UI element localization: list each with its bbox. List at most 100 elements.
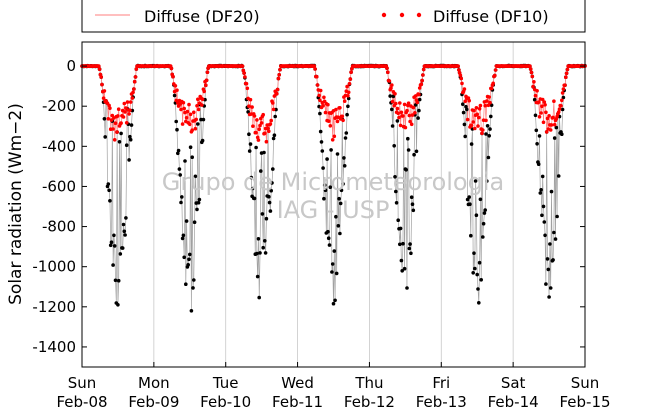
df20-line-day-3	[297, 65, 370, 140]
black-point	[252, 196, 257, 201]
black-point	[538, 191, 543, 195]
legend-swatch-df10-dot1	[381, 12, 387, 18]
df10-point	[245, 86, 250, 91]
black-point	[255, 251, 259, 256]
df10-point	[267, 129, 271, 134]
black-point	[551, 258, 555, 262]
df10-point	[463, 99, 468, 104]
black-point	[477, 301, 481, 305]
black-point	[461, 110, 466, 115]
df10-point	[462, 87, 467, 91]
black-point	[326, 229, 330, 234]
black-point	[395, 119, 400, 123]
black-point	[343, 136, 348, 140]
df10-point	[108, 106, 112, 110]
df10-point	[185, 109, 190, 114]
black-point	[486, 155, 491, 160]
black-point	[181, 233, 186, 238]
df10-point	[397, 115, 401, 120]
df10-point	[346, 94, 350, 98]
df10-point	[456, 64, 460, 68]
df10-point	[179, 107, 183, 112]
df10-point	[338, 106, 342, 110]
black-point	[190, 155, 194, 159]
x-tick-day-4: Thu	[354, 374, 383, 392]
df10-point	[399, 110, 404, 115]
df10-point	[481, 128, 485, 132]
df10-point	[411, 105, 416, 110]
black-point	[263, 239, 267, 243]
black-point	[489, 114, 493, 119]
black-point	[335, 152, 340, 156]
black-point	[468, 202, 472, 206]
black-point	[404, 168, 409, 172]
df10-point	[328, 124, 333, 128]
black-point	[474, 213, 479, 217]
df10-point	[116, 107, 121, 111]
black-point	[334, 271, 339, 276]
df10-point	[401, 114, 405, 118]
black-point	[487, 134, 492, 138]
black-point	[108, 199, 112, 203]
black-point	[537, 134, 542, 138]
black-point	[535, 142, 539, 146]
black-point	[271, 136, 276, 141]
y-tick-label-1: -200	[42, 97, 76, 115]
df10-point	[244, 81, 249, 86]
y-tick-label-3: -600	[42, 177, 76, 195]
black-point	[400, 269, 405, 273]
black-point	[273, 114, 278, 119]
legend-label-df20: Diffuse (DF20)	[144, 7, 260, 26]
black-point	[533, 113, 538, 118]
df10-point	[395, 106, 400, 111]
df10-point	[421, 67, 426, 72]
black-point	[417, 97, 422, 102]
black-point	[465, 107, 469, 112]
df20-line-day-6	[513, 65, 585, 132]
df10-point	[349, 70, 353, 74]
black-point	[469, 142, 474, 146]
black-point	[467, 195, 472, 199]
black-point	[484, 132, 488, 136]
black-point	[409, 251, 413, 256]
df10-point	[493, 73, 497, 78]
black-point	[109, 240, 114, 244]
df10-point	[469, 123, 474, 128]
df10-point	[417, 92, 421, 97]
x-tick-date-0: Feb-08	[56, 393, 107, 409]
df10-point	[560, 91, 565, 95]
black-point	[328, 185, 333, 189]
df10-point	[132, 79, 137, 84]
df10-point	[112, 138, 117, 142]
df10-point	[544, 110, 548, 115]
black-point	[263, 251, 268, 255]
black-point	[485, 124, 490, 128]
black-point	[543, 233, 547, 238]
df10-point	[474, 106, 479, 110]
x-tick-date-2: Feb-10	[200, 393, 251, 409]
df10-point	[472, 108, 476, 113]
df10-point	[128, 108, 132, 112]
black-point	[346, 104, 350, 109]
black-point	[462, 122, 467, 127]
df10-point	[247, 104, 251, 108]
black-point	[333, 298, 337, 303]
watermark-line-2: IAG - USP	[277, 196, 390, 224]
df10-point	[458, 73, 463, 78]
black-point	[539, 188, 543, 192]
black-point	[270, 181, 274, 185]
df10-point	[457, 68, 461, 72]
df10-point	[255, 118, 259, 122]
black-point	[119, 131, 123, 136]
df10-point	[202, 89, 206, 94]
black-point	[547, 295, 551, 299]
x-tick-date-3: Feb-11	[272, 393, 323, 409]
df10-point	[460, 81, 464, 86]
df10-point	[475, 112, 480, 117]
black-point	[261, 245, 266, 250]
df10-point	[421, 73, 425, 77]
black-point	[319, 140, 324, 144]
df10-point	[276, 76, 281, 81]
black-point	[197, 197, 202, 202]
